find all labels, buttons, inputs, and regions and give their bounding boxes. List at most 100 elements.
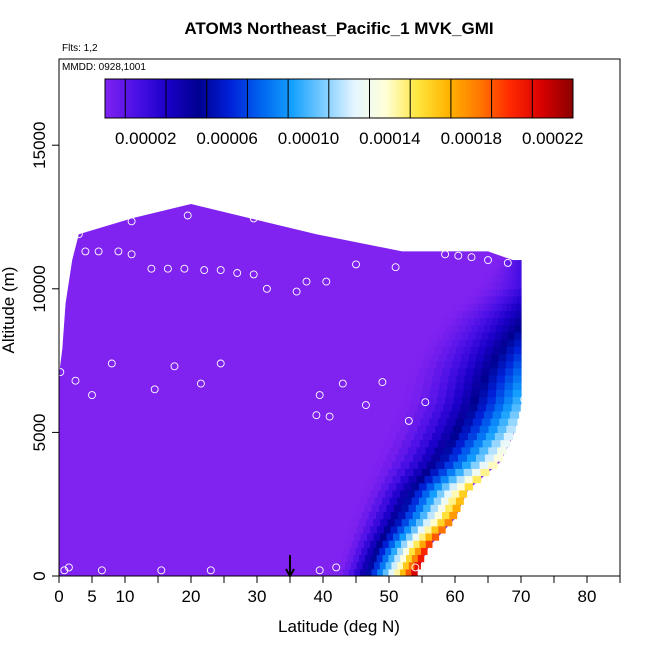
gradient-cell [357, 504, 365, 512]
gradient-cell [377, 453, 388, 462]
gradient-cell [496, 274, 500, 283]
gradient-cell [385, 489, 394, 498]
gradient-cell [380, 518, 388, 527]
gradient-cell [508, 260, 512, 268]
gradient-cell [469, 353, 478, 362]
gradient-cell [475, 410, 485, 419]
gradient-cell [368, 475, 378, 484]
gradient-cell [404, 525, 412, 534]
gradient-cell [448, 374, 458, 383]
gradient-cell [512, 374, 522, 383]
gradient-cell [476, 353, 485, 362]
gradient-cell [426, 403, 436, 412]
gradient-cell [393, 504, 402, 512]
gradient-cell [371, 504, 380, 512]
flight-point [163, 264, 172, 273]
date-label: MMDD: 0928,1001 [62, 62, 146, 73]
gradient-cell [417, 525, 426, 534]
gradient-cell [464, 418, 474, 426]
gradient-cell [416, 374, 425, 383]
gradient-cell [516, 303, 522, 311]
gradient-cell [515, 310, 522, 319]
gradient-cell [419, 439, 430, 448]
gradient-cell [411, 568, 418, 576]
gradient-cell [401, 518, 410, 527]
gradient-cell [390, 511, 399, 520]
gradient-cell [506, 353, 515, 362]
colorbar-tick-label: 0.00010 [278, 129, 339, 148]
gradient-cell [411, 418, 421, 426]
gradient-cell [427, 511, 436, 520]
gradient-cell [503, 403, 513, 412]
gradient-cell [393, 532, 401, 541]
gradient-cell [446, 418, 457, 426]
gradient-cell [374, 461, 384, 469]
gradient-cell [437, 518, 446, 527]
gradient-cell [472, 374, 482, 383]
gradient-cell [493, 453, 504, 462]
gradient-cell [473, 439, 484, 448]
gradient-cell [426, 425, 436, 433]
gradient-cell [490, 324, 497, 333]
gradient-cell [452, 324, 460, 333]
gradient-cell [490, 360, 499, 369]
gradient-cell [446, 353, 455, 362]
gradient-cell [383, 461, 393, 469]
gradient-cell [422, 453, 432, 462]
gradient-cell [486, 317, 493, 326]
y-tick-label: 0 [30, 571, 49, 580]
gradient-cell [443, 446, 454, 455]
gradient-cell [518, 274, 522, 283]
gradient-cell [391, 547, 398, 556]
gradient-cell [450, 432, 460, 441]
gradient-cell [423, 518, 431, 527]
gradient-cell [477, 281, 481, 290]
gradient-cell [470, 295, 476, 304]
gradient-cell [492, 281, 497, 290]
gradient-cell [462, 331, 470, 340]
gradient-cell [365, 568, 373, 576]
gradient-cell [418, 497, 427, 505]
gradient-cell [407, 446, 418, 455]
gradient-cell [337, 568, 344, 576]
gradient-cell [506, 425, 516, 433]
gradient-cell [440, 410, 450, 419]
flight-point [322, 277, 331, 286]
flight-point [64, 563, 73, 572]
gradient-cell [398, 446, 409, 455]
gradient-cell [430, 504, 439, 512]
gradient-cell [387, 518, 396, 527]
gradient-cell [475, 360, 484, 369]
gradient-cell [458, 453, 468, 462]
gradient-cell [489, 367, 498, 376]
gradient-cell [394, 554, 401, 563]
flight-point [157, 566, 166, 575]
gradient-cell [509, 410, 520, 419]
gradient-cell [445, 310, 452, 319]
gradient-cell [444, 518, 453, 527]
gradient-cell [514, 324, 522, 333]
gradient-cell [432, 532, 440, 541]
gradient-cell [341, 554, 348, 563]
gradient-cell [470, 446, 480, 455]
gradient-cell [379, 504, 388, 512]
gradient-cell [411, 554, 419, 563]
gradient-cell [471, 382, 481, 390]
flight-point [71, 376, 80, 385]
gradient-cell [402, 561, 410, 570]
gradient-cell [441, 346, 450, 354]
gradient-cell [411, 482, 420, 491]
gradient-cell [488, 374, 498, 383]
gradient-cell [434, 403, 444, 412]
gradient-cell [420, 418, 430, 426]
gradient-cell [440, 453, 450, 462]
flight-point [183, 211, 192, 220]
gradient-cell [433, 497, 442, 505]
gradient-cell [434, 367, 443, 376]
gradient-cell [376, 511, 385, 520]
gradient-cell [446, 468, 456, 477]
gradient-cell [384, 439, 394, 448]
gradient-cell [496, 281, 500, 290]
gradient-cell [415, 518, 424, 527]
gradient-cell [388, 540, 396, 548]
